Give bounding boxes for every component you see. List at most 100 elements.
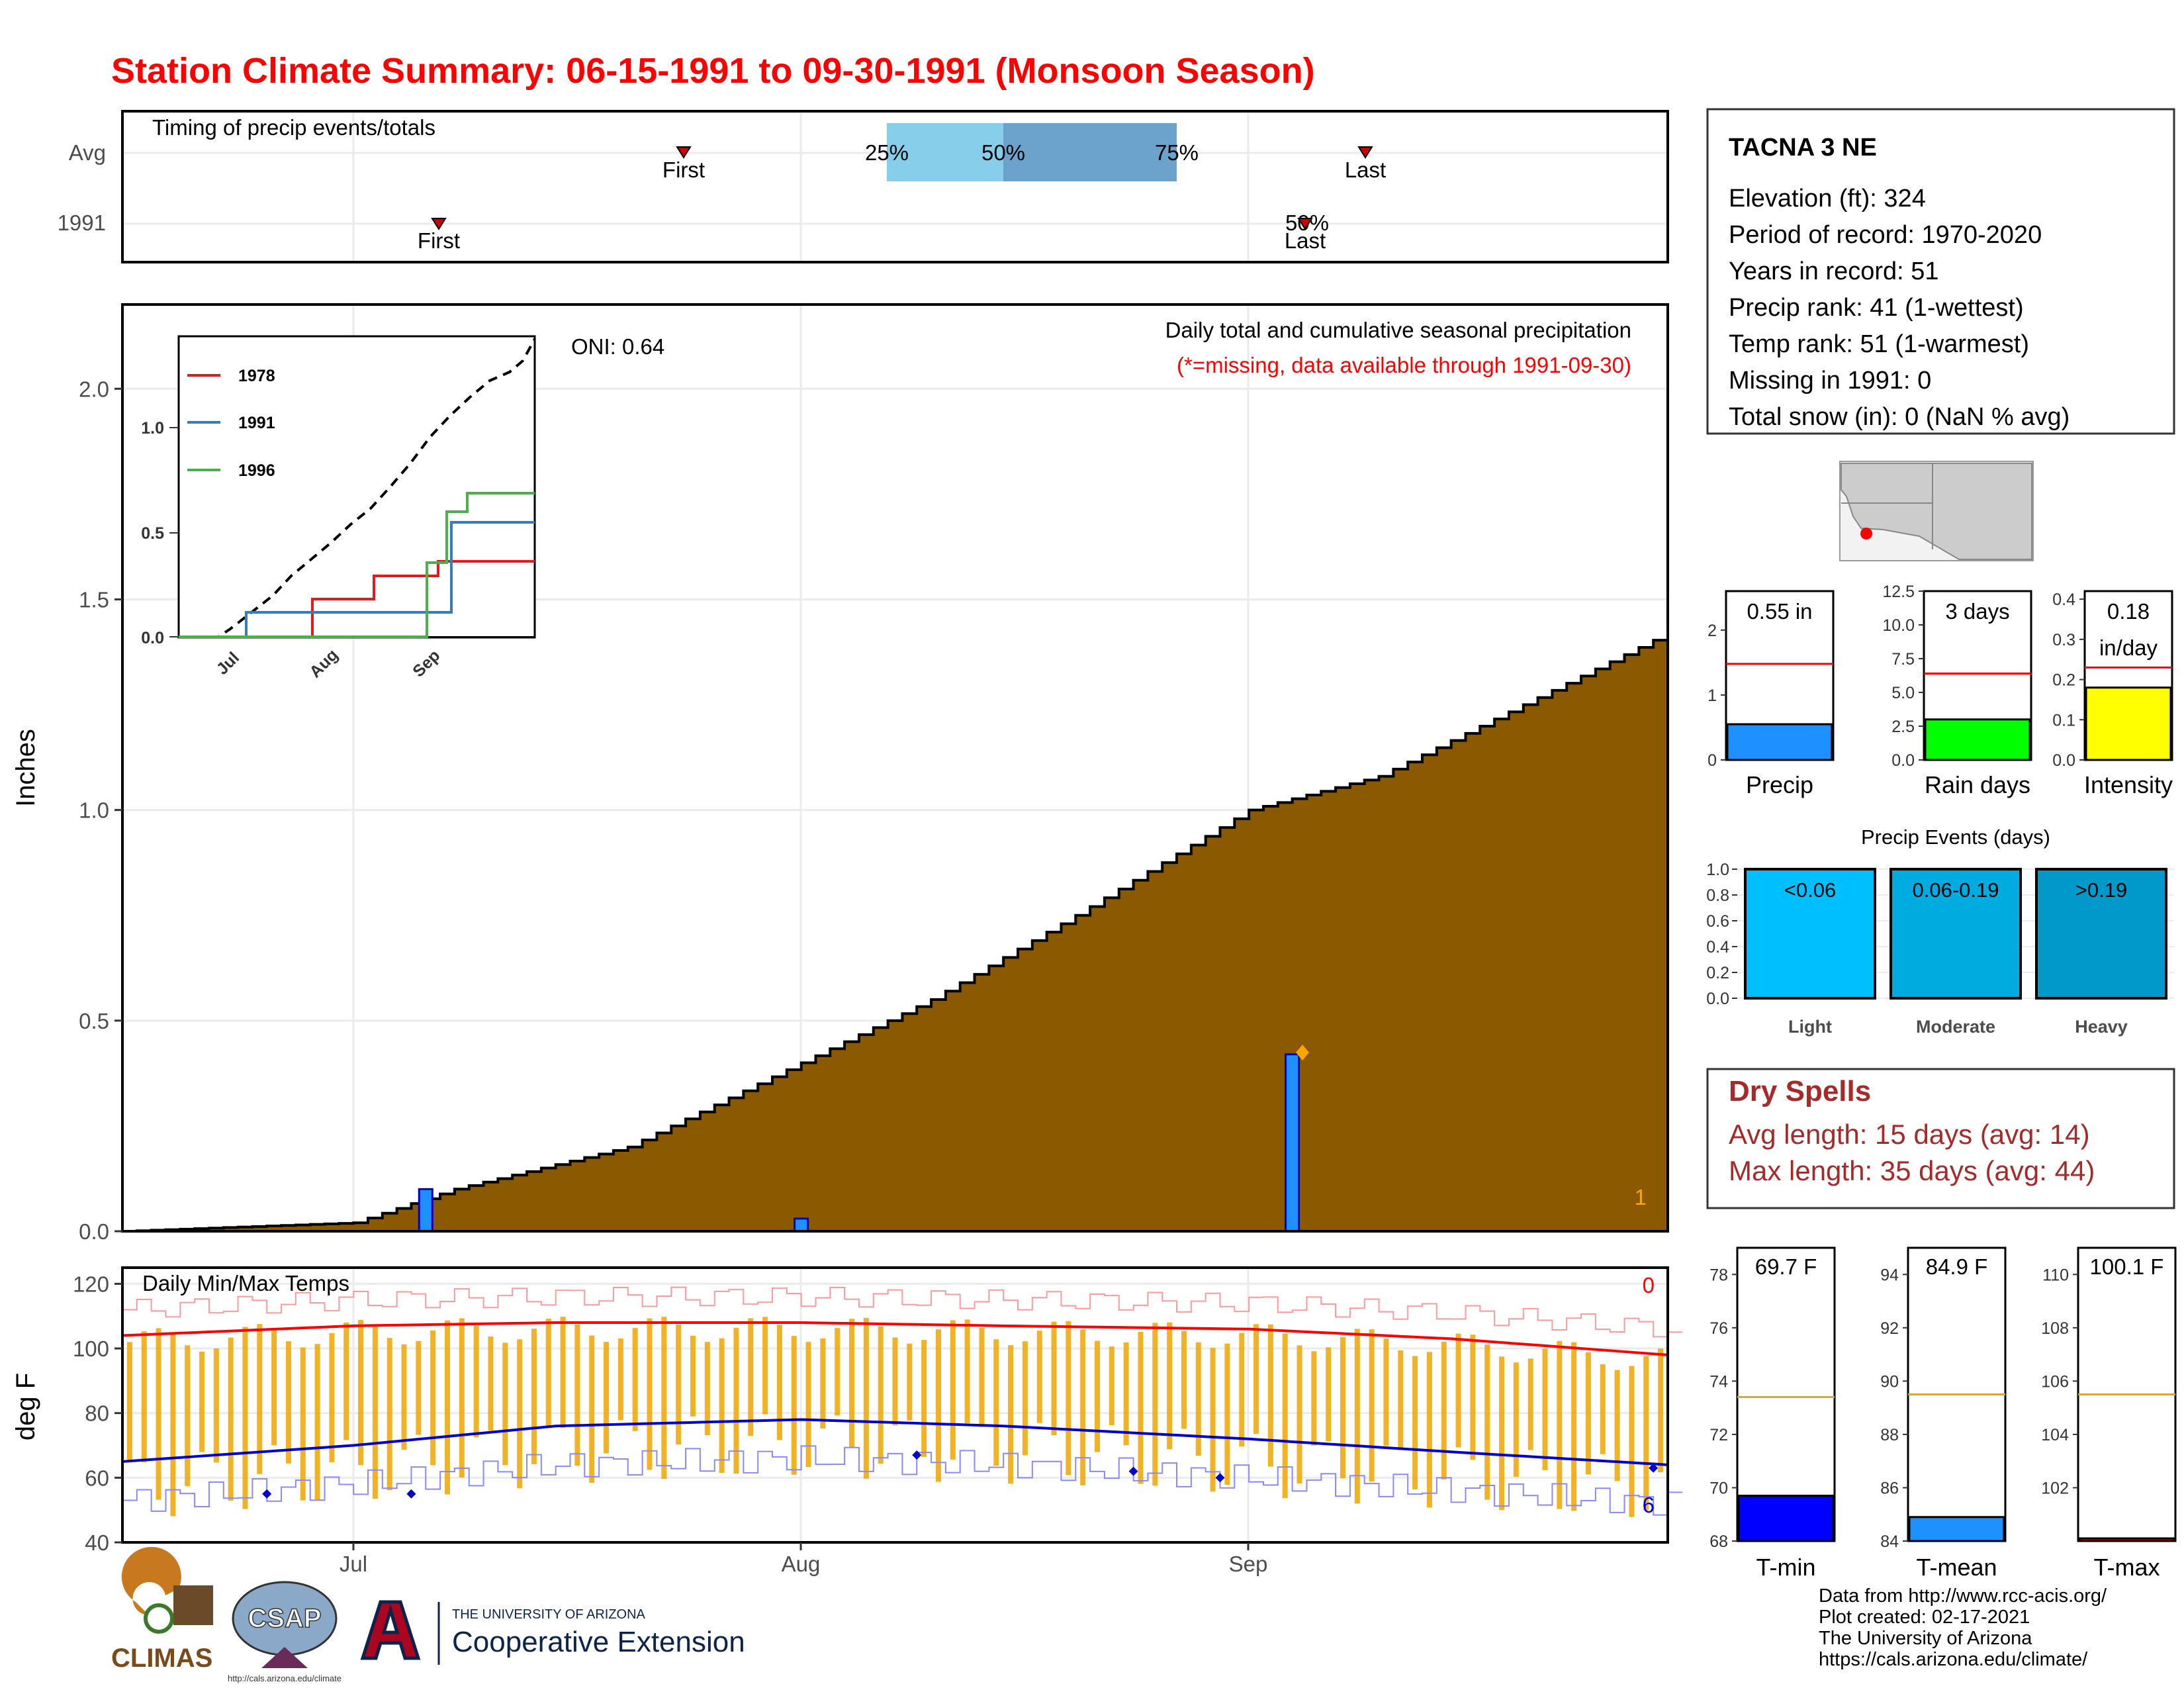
temp-range-bar	[1455, 1333, 1461, 1448]
tmean-chart-bar	[1908, 1516, 2005, 1542]
inset-ytick-0: 0.0	[141, 629, 164, 647]
main-counter: 1	[1635, 1185, 1647, 1209]
csap-logo-text: CSAP	[248, 1604, 321, 1633]
tmin-chart-value-text: 69.7 F	[1755, 1254, 1817, 1279]
temp-range-bar	[604, 1342, 610, 1454]
avg-first-label: First	[662, 158, 705, 182]
temp-range-bar	[1600, 1364, 1606, 1454]
temp-range-bar	[1658, 1348, 1664, 1473]
csap-logo: CSAP http://cals.arizona.edu/climate	[228, 1581, 341, 1683]
temp-range-bar	[560, 1317, 566, 1428]
temp-range-bar	[1167, 1322, 1173, 1450]
temp-range-bar	[372, 1327, 378, 1499]
tmean-chart-tick-label: 90	[1880, 1372, 1899, 1391]
precip-events-chart: Precip Events (days) 0.0 0.2 0.4 0.6 0.8 1.0 <0…	[1706, 825, 2174, 1037]
dry-spells-box: Dry Spells Avg length: 15 days (avg: 14)…	[1706, 1068, 2175, 1209]
temp-range-bar	[1441, 1341, 1447, 1479]
timing-pct-75: 75%	[1155, 140, 1199, 165]
footer-line-3: The University of Arizona	[1819, 1628, 2032, 1649]
temp-range-bar	[1051, 1321, 1057, 1436]
inset-xtick-jul: Jul	[213, 649, 243, 679]
rain-days-chart-value-text: 3 days	[1945, 599, 2009, 624]
inset-ytick-05: 0.5	[141, 524, 164, 543]
temp-range-bar	[1499, 1356, 1505, 1511]
tmean-chart-tick-label: 94	[1880, 1266, 1899, 1284]
page-title: Station Climate Summary: 06-15-1991 to 0…	[111, 51, 1315, 91]
main-caption: Daily total and cumulative seasonal prec…	[1165, 318, 1631, 342]
temp-ytick-label: 40	[85, 1530, 109, 1555]
temp-range-bar	[1022, 1341, 1028, 1456]
events-tick-label: 1.0	[1706, 861, 1729, 879]
main-ytick-label: 1.5	[79, 587, 109, 612]
tmax-chart-value-text: 100.1 F	[2090, 1254, 2164, 1279]
temp-range-bar	[1643, 1356, 1649, 1511]
timing-label: Timing of precip events/totals	[152, 115, 435, 140]
temp-range-bar	[430, 1330, 436, 1466]
temp-range-bar	[185, 1345, 191, 1486]
intensity-chart-value-text: 0.18	[2107, 599, 2150, 624]
y1991-last-label: Last	[1285, 228, 1326, 253]
temp-range-bar	[343, 1322, 349, 1440]
tmean-chart-tick-label: 92	[1880, 1319, 1899, 1338]
station-name: TACNA 3 NE	[1729, 134, 1877, 162]
climas-logo-text: CLIMAS	[111, 1644, 212, 1673]
tmin-chart-bar	[1737, 1495, 1835, 1542]
temp-range-bar	[733, 1327, 739, 1474]
temp-range-bar	[762, 1317, 768, 1415]
main-ytick-label: 2.0	[79, 377, 109, 401]
inset-legend-1978: 1978	[238, 367, 275, 385]
tmean-chart-value-text: 84.9 F	[1926, 1254, 1988, 1279]
temp-range-bar	[488, 1336, 494, 1431]
events-bar-range: >0.19	[2075, 878, 2127, 902]
temp-range-bar	[907, 1343, 913, 1421]
precip-total-chart-tick-label: 0	[1707, 751, 1717, 770]
temp-y-label: deg F	[11, 1373, 40, 1440]
intensity-chart-bar	[2085, 686, 2172, 761]
temp-range-bar	[329, 1333, 335, 1462]
main-ytick-label: 1.0	[79, 798, 109, 823]
timing-row-1991: 1991	[58, 211, 106, 235]
temp-ytick-label: 60	[85, 1466, 109, 1490]
intensity-chart-tick-label: 0.3	[2052, 631, 2075, 649]
dry-spells-avg: Avg length: 15 days (avg: 14)	[1729, 1119, 2090, 1150]
seasonal-temp-charts: 68 70 72 74 76 78 69.7 F T-min 84 86 88 90 92 94 84.9 …	[1709, 1246, 2177, 1581]
temp-range-bar	[921, 1340, 927, 1457]
temp-y-axis: 40 60 80 100 120	[73, 1272, 122, 1555]
record-tmin-line	[122, 1445, 1682, 1516]
temp-range-bar	[1195, 1342, 1201, 1456]
temp-range-bar	[257, 1324, 263, 1474]
record-low-marker	[1215, 1473, 1225, 1483]
main-y-label: Inches	[11, 729, 40, 807]
temp-range-bar	[617, 1338, 623, 1421]
temp-range-bar	[1614, 1370, 1620, 1481]
rain-days-chart-tick-label: 12.5	[1882, 583, 1915, 601]
intensity-chart: 0.0 0.1 0.2 0.3 0.4 0.18 in/day Intensity	[2052, 590, 2173, 798]
avg-last-label: Last	[1345, 158, 1386, 182]
temp-range-bar	[863, 1317, 869, 1479]
daily-precip-bar	[1285, 1053, 1300, 1233]
temp-range-bar	[776, 1325, 782, 1440]
temp-range-bar	[791, 1336, 797, 1475]
record-low-marker	[262, 1489, 272, 1499]
temp-range-bar	[416, 1340, 422, 1435]
precip-total-chart-tick-label: 1	[1707, 686, 1717, 705]
inset-xtick-aug: Aug	[306, 645, 341, 681]
station-precip-rank: Precip rank: 41 (1-wettest)	[1729, 294, 2024, 322]
main-ytick-label: 0.5	[79, 1009, 109, 1033]
intensity-chart-tick-label: 0.1	[2052, 711, 2075, 729]
record-low-marker	[1649, 1463, 1659, 1473]
record-high-count: 0	[1643, 1273, 1655, 1297]
footer-credits: Data from http://www.rcc-acis.org/ Plot …	[1819, 1585, 2107, 1670]
temp-range-bar	[1542, 1348, 1548, 1470]
temp-range-bar	[1326, 1347, 1332, 1442]
events-bar-range: <0.06	[1784, 878, 1836, 902]
tmean-chart-tick-label: 88	[1880, 1426, 1899, 1444]
avg-tmax-line	[122, 1321, 1668, 1356]
ua-line-1: THE UNIVERSITY OF ARIZONA	[452, 1607, 646, 1622]
temp-range-bar	[1253, 1324, 1259, 1434]
temp-range-bar	[589, 1335, 595, 1483]
temp-range-bar	[1470, 1335, 1476, 1460]
timing-iqr-lower-box	[887, 123, 1003, 181]
temp-range-bar	[748, 1318, 754, 1436]
timing-pct-25: 25%	[865, 140, 909, 165]
